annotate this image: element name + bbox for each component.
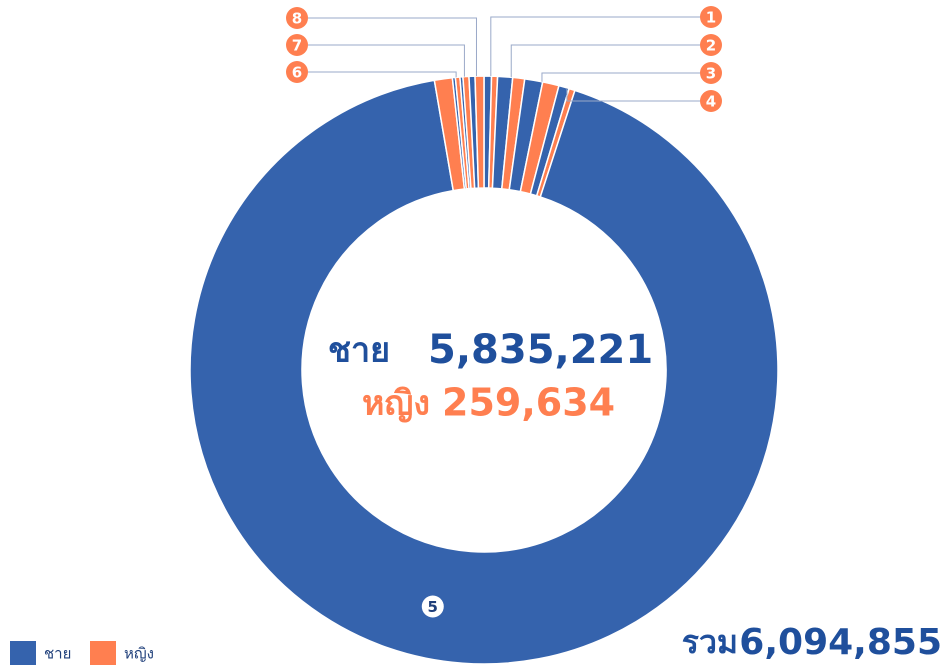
center-female-label: หญิง — [362, 384, 430, 424]
leader-line — [308, 17, 477, 77]
center-male-label: ชาย — [328, 331, 390, 371]
category-label: 2 — [706, 37, 716, 55]
category-label: 5 — [428, 598, 438, 616]
category-label: 8 — [292, 10, 302, 28]
donut-segment — [474, 75, 485, 189]
leader-line — [541, 72, 700, 82]
donut-segment — [189, 79, 779, 665]
center-male-value: 5,835,221 — [428, 327, 653, 373]
legend-label: ชาย — [44, 645, 71, 663]
leader-line — [308, 44, 465, 77]
category-label: 1 — [706, 9, 716, 27]
category-label: 7 — [292, 37, 302, 55]
legend-label: หญิง — [124, 645, 154, 663]
label-badge — [421, 595, 444, 618]
label-badge — [700, 34, 722, 56]
total-label: รวม — [682, 623, 738, 661]
leader-line — [566, 87, 700, 102]
center-female-value: 259,634 — [442, 381, 615, 425]
total-value: 6,094,855 — [739, 622, 942, 663]
category-label: 3 — [706, 65, 716, 83]
label-badge — [286, 7, 308, 29]
category-label: 4 — [706, 93, 716, 111]
label-badge — [700, 62, 722, 84]
leader-line — [490, 16, 700, 77]
legend-swatch — [90, 641, 116, 665]
label-badge — [700, 90, 722, 112]
label-badge — [286, 34, 308, 56]
label-badge — [700, 6, 722, 28]
donut — [189, 75, 779, 665]
leader-line — [308, 71, 457, 78]
label-badge — [286, 61, 308, 83]
legend-swatch — [10, 641, 36, 665]
leader-line — [510, 44, 700, 78]
category-label: 6 — [292, 64, 302, 82]
